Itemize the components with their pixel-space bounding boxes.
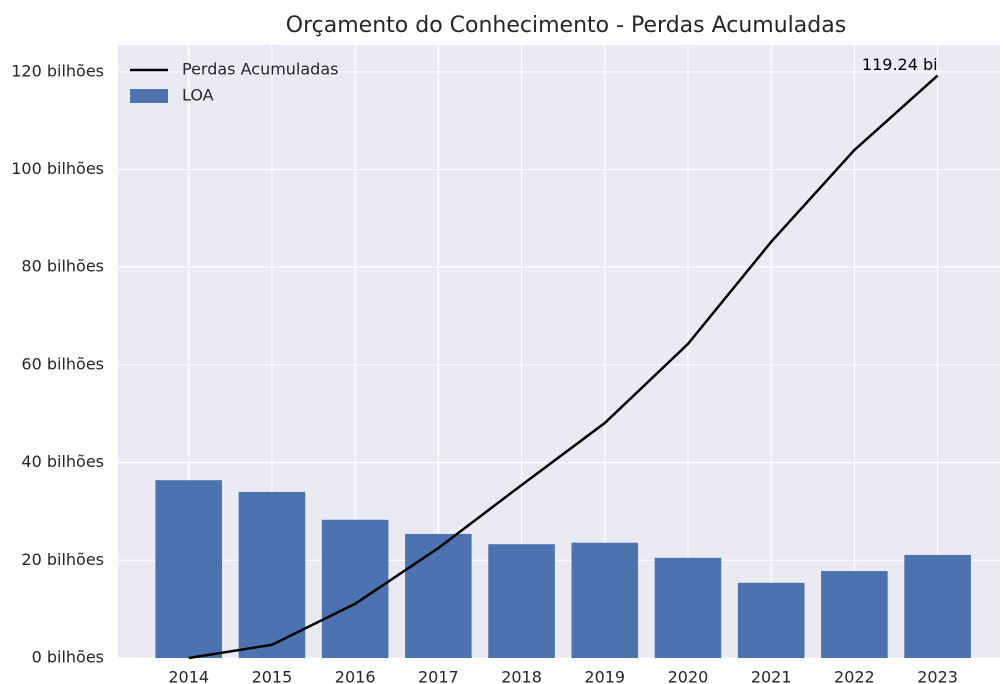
legend-label: LOA <box>182 86 214 105</box>
x-tick-label: 2020 <box>668 668 709 684</box>
bar <box>405 533 472 658</box>
line <box>188 74 939 660</box>
x-tick-label: 2023 <box>917 668 958 684</box>
y-tick-label: 0 bilhões <box>32 648 104 667</box>
x-tick-label: 2019 <box>584 668 625 684</box>
y-tick-label: 20 bilhões <box>21 550 104 569</box>
x-tick-label: 2016 <box>335 668 376 684</box>
x-tick-label: 2015 <box>252 668 293 684</box>
bar <box>571 542 639 658</box>
x-tick-label: 2022 <box>834 668 875 684</box>
legend-swatch <box>130 89 168 103</box>
bar <box>488 544 555 658</box>
x-tick-label: 2014 <box>168 668 209 684</box>
y-tick-label: 80 bilhões <box>21 257 104 276</box>
bar <box>904 554 971 658</box>
chart-title: Orçamento do Conhecimento - Perdas Acumu… <box>286 13 846 38</box>
y-tick-label: 120 bilhões <box>11 61 104 80</box>
bar <box>155 480 223 658</box>
bar <box>238 491 306 658</box>
x-tick-label: 2018 <box>501 668 542 684</box>
legend-label: Perdas Acumuladas <box>182 60 338 79</box>
annotation: 119.24 bi <box>862 55 938 74</box>
bar <box>821 571 888 658</box>
bar <box>737 582 805 658</box>
y-tick-label: 40 bilhões <box>21 452 104 471</box>
y-tick-label: 60 bilhões <box>21 354 104 373</box>
x-tick-label: 2017 <box>418 668 459 684</box>
y-tick-label: 100 bilhões <box>11 159 104 178</box>
bar <box>654 557 722 658</box>
x-tick-label: 2021 <box>751 668 792 684</box>
